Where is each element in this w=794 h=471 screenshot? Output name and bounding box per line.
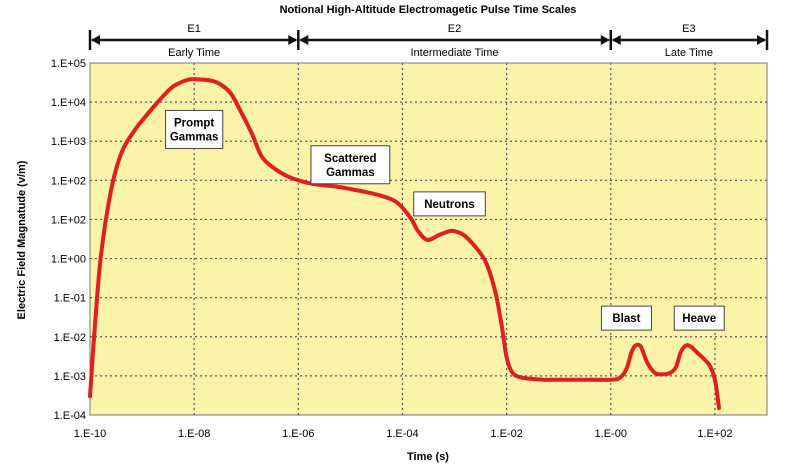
y-axis-label: Electric Field Magnatude (v/m) [16,160,28,319]
phase-sublabel: Late Time [665,47,713,59]
annotation-box [310,145,391,185]
y-tick-label: 1.E+03 [51,136,86,148]
y-tick-label: 1.E+02 [51,214,86,226]
phase-arrow-head-left [611,35,621,45]
phase-arrow-head-right [757,35,766,45]
phase-arrow-head-right [600,35,610,45]
annotation-label: Neutrons [424,199,474,211]
phase-sublabel: Early Time [168,47,220,59]
x-tick-label: 1.E-00 [595,428,627,440]
x-tick-label: 1.E-08 [178,428,210,440]
y-axis-ticks: 1.E+05 1.E+04 1.E+03 1.E+02 1.E+02 1.E+00 1.E-… [51,58,86,422]
x-tick-label: 1.E-10 [74,428,106,440]
annotation-label: Gammas [170,131,219,143]
annotation-box [165,109,224,149]
annotation-label: Scattered [324,153,376,165]
annotation-label: Heave [682,313,716,325]
annotations: Prompt Gammas Scattered Gammas Neutrons Blast… [165,109,725,331]
annotation-label: Prompt [174,117,214,129]
y-tick-label: 1.E-03 [54,371,86,383]
x-tick-label: 1.E+02 [697,428,732,440]
y-tick-label: 1.E+02 [51,175,86,187]
annotation-box [673,305,725,331]
series-line [88,77,721,411]
x-tick-label: 1.E-02 [490,428,522,440]
annotation-label: Blast [612,313,640,325]
phase-label: E1 [187,23,200,35]
y-tick-label: 1.E-04 [54,410,86,422]
chart-title: Notional High-Altitude Electromagetic Pu… [280,4,577,16]
x-axis-label: Time (s) [407,451,449,463]
x-tick-label: 1.E-06 [282,428,314,440]
y-tick-label: 1.E+04 [51,97,86,109]
x-axis-ticks: 1.E-10 1.E-08 1.E-06 1.E-04 1.E-02 1.E-00 1.E+… [74,428,733,440]
phase-sublabel: Intermediate Time [411,47,499,59]
y-tick-label: 1.E+05 [51,58,86,70]
phase-bar: E1 Early Time E2 Intermediate Time E3 Late Ti… [88,23,769,59]
grid [90,63,767,415]
phase-arrow-head-right [288,35,298,45]
phase-arrow-head-left [91,35,100,45]
x-tick-label: 1.E-04 [386,428,418,440]
phase-arrow-head-left [299,35,309,45]
y-tick-label: 1.E-01 [54,293,86,305]
annotation-label: Gammas [326,167,375,179]
phase-label: E2 [448,23,461,35]
phase-label: E3 [682,23,695,35]
annotation-box [600,305,652,331]
y-tick-label: 1.E-02 [54,332,86,344]
y-tick-label: 1.E+00 [51,254,86,266]
annotation-box [413,191,486,217]
